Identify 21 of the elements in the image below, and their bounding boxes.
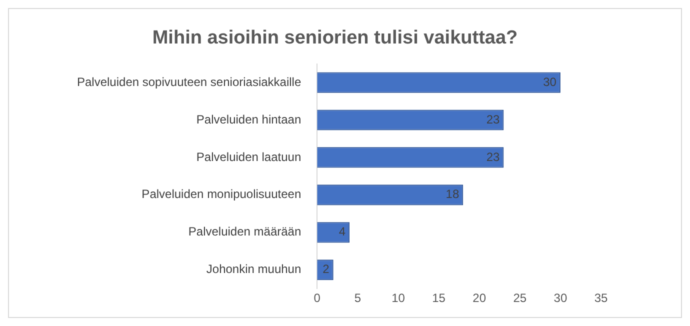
- chart-title: Mihin asioihin seniorien tulisi vaikuttaa?: [152, 28, 518, 49]
- x-tick-label: 10: [392, 291, 406, 306]
- x-tick-label: 15: [432, 291, 446, 306]
- y-tick-label: Palveluiden monipuolisuuteen: [142, 187, 302, 202]
- data-label: 23: [486, 112, 500, 126]
- x-tick-label: 30: [554, 291, 568, 306]
- data-label: 23: [486, 150, 500, 164]
- y-tick-label: Palveluiden laatuun: [196, 150, 302, 164]
- data-label: 30: [543, 74, 557, 89]
- data-label: 18: [446, 187, 460, 202]
- x-tick-label: 5: [354, 291, 362, 306]
- y-tick-label: Palveluiden sopivuuteen senioriasiakkaille: [77, 74, 302, 89]
- y-tick-label: Palveluiden hintaan: [196, 112, 302, 126]
- x-tick-label: 25: [513, 291, 527, 306]
- y-tick-label: Johonkin muuhun: [206, 262, 302, 276]
- x-tick-label: 20: [472, 291, 486, 306]
- data-label: 2: [322, 262, 330, 276]
- data-label: 4: [338, 224, 346, 239]
- y-tick-label: Palveluiden määrään: [188, 224, 302, 239]
- x-tick-label: 0: [314, 291, 321, 306]
- x-tick-label: 35: [594, 291, 608, 306]
